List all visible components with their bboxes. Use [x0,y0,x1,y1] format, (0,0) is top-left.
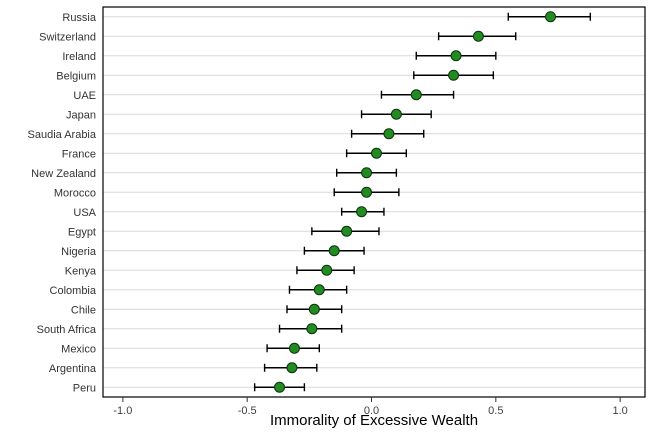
y-axis-label: Colombia [50,285,97,297]
y-axis-label: South Africa [37,324,97,336]
data-point [308,303,320,315]
data-point [390,108,402,120]
y-axis-label: Egypt [68,226,96,238]
data-point [356,206,368,218]
data-point [288,342,300,354]
data-point [361,167,373,179]
x-tick-label: 0.0 [364,405,379,417]
y-axis-label: UAE [73,90,96,102]
y-axis-label: Japan [66,109,96,121]
y-axis-label: Nigeria [61,246,97,258]
y-axis-label: New Zealand [31,168,96,180]
data-point [313,284,325,296]
x-tick-label: -1.0 [113,405,132,417]
data-point [321,264,333,276]
x-axis-title: Immorality of Excessive Wealth [269,412,479,429]
y-axis-label: France [62,148,96,160]
y-axis-label: Argentina [49,363,97,375]
x-tick-label: 0.5 [488,405,503,417]
data-point [306,323,318,335]
data-point [450,50,462,62]
data-point [370,147,382,159]
data-point [383,128,395,140]
y-axis-label: Saudia Arabia [28,129,97,141]
x-tick-label: 1.0 [612,405,627,417]
y-axis-label: Ireland [62,51,96,63]
y-axis-label: Kenya [65,265,97,277]
data-point [472,30,484,42]
plot-border [102,6,646,398]
y-axis-label: Chile [71,304,96,316]
data-point [274,381,286,393]
y-axis-label: Switzerland [39,31,96,43]
y-axis-label: Peru [73,382,96,394]
data-point [328,245,340,257]
data-point [286,362,298,374]
y-axis-label: Morocco [54,187,96,199]
y-axis-label: Russia [62,12,97,24]
y-axis-label: Mexico [61,343,96,355]
y-axis-label: USA [73,207,96,219]
data-point [545,11,557,23]
x-tick-label: -0.5 [238,405,257,417]
data-point [410,89,422,101]
data-point [361,186,373,198]
y-axis-label: Belgium [56,70,96,82]
data-point [448,69,460,81]
data-point [341,225,353,237]
